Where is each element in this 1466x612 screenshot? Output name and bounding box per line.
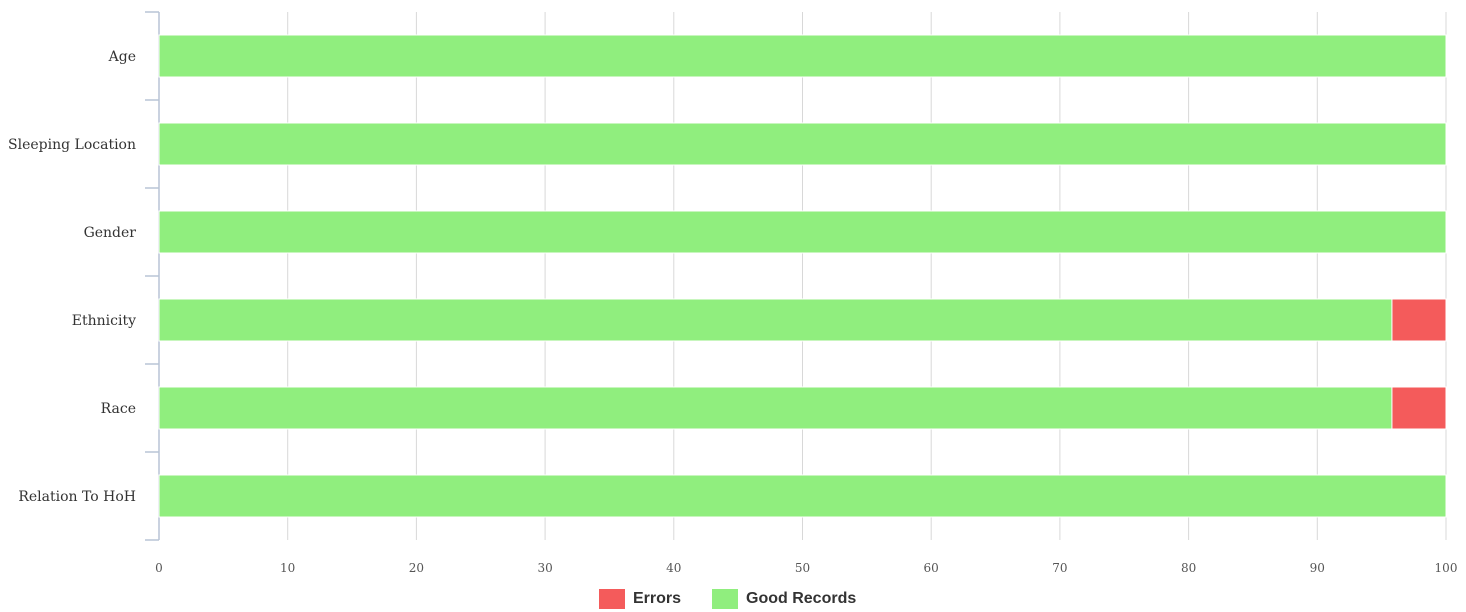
legend-label-good-records: Good Records [746,590,857,607]
category-label: Age [108,49,136,65]
category-labels: Age Sleeping Location Gender Ethnicity Race R… [8,49,136,505]
bar-good-records[interactable] [158,298,1393,342]
legend-label-errors: Errors [633,590,682,607]
bar-good-records[interactable] [158,122,1447,166]
category-label: Race [101,401,136,417]
bars [158,34,1447,518]
bar-errors[interactable] [1391,386,1447,430]
category-label: Relation To HoH [18,489,136,505]
value-tick-labels: 0 10 20 30 40 50 60 70 80 90 100 [155,561,1457,575]
legend: Errors Good Records [0,587,1466,611]
x-tick-label: 80 [1181,561,1196,575]
bar-errors[interactable] [1391,298,1447,342]
bar-good-records[interactable] [158,386,1393,430]
category-axis [145,11,160,541]
x-tick-label: 50 [795,561,810,575]
x-tick-label: 60 [924,561,939,575]
category-label: Sleeping Location [8,137,136,153]
x-tick-label: 90 [1310,561,1325,575]
legend-item-errors[interactable]: Errors [599,587,681,611]
x-tick-label: 30 [537,561,552,575]
bar-good-records[interactable] [158,34,1447,78]
x-tick-label: 20 [409,561,424,575]
x-tick-label: 100 [1435,561,1458,575]
bar-good-records[interactable] [158,210,1447,254]
x-tick-label: 70 [1052,561,1067,575]
category-label: Gender [84,225,137,241]
legend-item-good-records[interactable]: Good Records [712,587,856,611]
x-tick-label: 40 [666,561,681,575]
grid-lines [287,12,1447,540]
x-tick-label: 0 [155,561,163,575]
x-tick-label: 10 [280,561,295,575]
legend-swatch-errors [599,589,625,609]
bar-good-records[interactable] [158,474,1447,518]
category-label: Ethnicity [72,313,136,329]
legend-swatch-good-records [712,589,738,609]
